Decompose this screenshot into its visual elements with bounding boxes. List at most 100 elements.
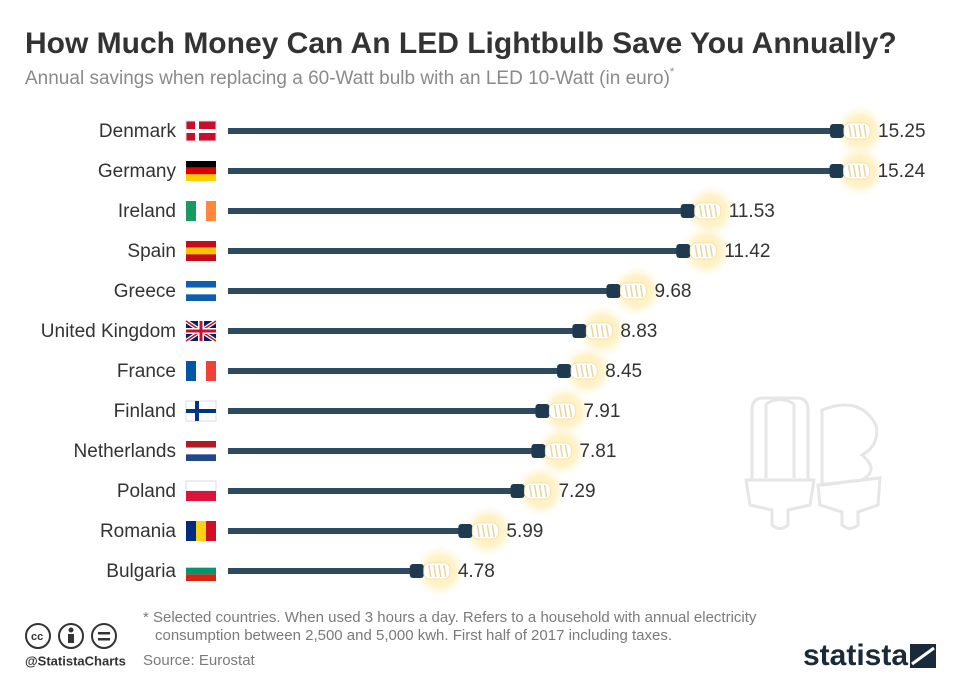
bulb-base: [606, 284, 621, 298]
bulb-coil: [568, 404, 573, 418]
bar: [228, 448, 542, 454]
flag: [186, 441, 216, 448]
flag: [186, 201, 196, 221]
bulb-coil: [590, 324, 595, 338]
bulb-coil: [433, 564, 437, 578]
subtitle-note: *: [670, 66, 675, 78]
value-label: 4.78: [458, 561, 495, 582]
category-label: Spain: [127, 241, 176, 262]
flag: [186, 329, 216, 333]
category-label: Bulgaria: [106, 561, 176, 582]
bulb-coil: [528, 484, 533, 498]
value-label: 7.81: [579, 441, 616, 462]
category-label: Finland: [114, 401, 176, 422]
flag: [196, 361, 206, 381]
flag: [186, 281, 216, 288]
bar: [228, 568, 420, 574]
flag: [186, 254, 216, 261]
bar: [228, 288, 617, 294]
category-label: Netherlands: [74, 441, 176, 462]
value-label: 9.68: [654, 281, 691, 302]
cc-icon: cc: [31, 631, 43, 643]
flag: [186, 361, 196, 381]
by-icon: [68, 634, 74, 643]
bulb-base: [830, 124, 844, 138]
bulb-coil: [595, 324, 600, 338]
value-label: 11.53: [729, 201, 775, 222]
brand: statista: [803, 639, 908, 672]
bulb-coil: [476, 524, 481, 538]
flag: [186, 129, 216, 133]
bulb-base: [510, 484, 525, 498]
bulb-coil: [698, 204, 703, 218]
bulb-coil: [862, 164, 867, 178]
bulb-coil: [634, 284, 639, 298]
bulb-coil: [486, 524, 491, 538]
chart-subtitle: Annual savings when replacing a 60-Watt …: [25, 66, 675, 89]
bulb-coil: [554, 444, 559, 458]
bulb-coil: [624, 284, 629, 298]
flag: [186, 287, 216, 295]
value-label: 11.42: [724, 241, 770, 262]
category-label: Denmark: [99, 121, 177, 142]
bulb-coil: [853, 124, 857, 138]
value-label: 5.99: [506, 521, 543, 542]
category-label: Germany: [98, 161, 177, 182]
category-label: Poland: [117, 481, 176, 502]
bulb-base: [676, 244, 691, 258]
bulb-coil: [600, 324, 605, 338]
category-label: Greece: [114, 281, 176, 302]
flag: [186, 521, 196, 541]
bulb-coil: [590, 364, 594, 378]
bulb-coil: [585, 364, 589, 378]
footnote: * Selected countries. When used 3 hours …: [143, 609, 757, 626]
bulb-base: [829, 164, 844, 178]
decor-bulbs: [744, 396, 882, 530]
bulb-coil: [481, 524, 486, 538]
handle: @StatistaCharts: [25, 653, 126, 668]
flag: [186, 294, 216, 301]
flag: [196, 521, 206, 541]
bar: [228, 248, 687, 254]
bar: [228, 128, 840, 134]
bulb-coil: [708, 204, 713, 218]
bulb-coil: [694, 244, 699, 258]
bulb-coil: [564, 444, 569, 458]
bulb-coil: [553, 404, 558, 418]
bulb-coil: [533, 484, 538, 498]
category-label: France: [117, 361, 176, 382]
flag: [186, 167, 216, 175]
bulb-coil: [428, 564, 432, 578]
value-label: 7.29: [559, 481, 596, 502]
subtitle-text: Annual savings when replacing a 60-Watt …: [25, 68, 670, 89]
flag: [196, 201, 206, 221]
flag: [186, 174, 216, 181]
flag: [186, 574, 216, 581]
bulb-coil: [543, 484, 548, 498]
bulb-coil: [713, 204, 718, 218]
value-label: 15.25: [878, 121, 926, 142]
bulb-base: [531, 444, 546, 458]
value-label: 7.91: [583, 401, 620, 422]
flag: [185, 480, 217, 492]
bar: [228, 488, 521, 494]
bulb-coil: [605, 324, 610, 338]
bulb-coil: [558, 404, 563, 418]
bar: [228, 168, 840, 174]
bulb-coil: [847, 164, 852, 178]
flag: [186, 247, 216, 255]
flag: [206, 361, 216, 381]
flag: [186, 241, 216, 248]
flag: [186, 161, 216, 168]
flag: [186, 567, 216, 575]
flag: [186, 409, 216, 413]
value-label: 8.83: [620, 321, 657, 342]
flag: [186, 491, 216, 501]
bulb-base: [572, 324, 587, 338]
bulb-coil: [491, 524, 496, 538]
value-label: 8.45: [605, 361, 642, 382]
license-icons: [25, 623, 117, 649]
bulb-coil: [563, 404, 568, 418]
flag: [186, 447, 216, 455]
